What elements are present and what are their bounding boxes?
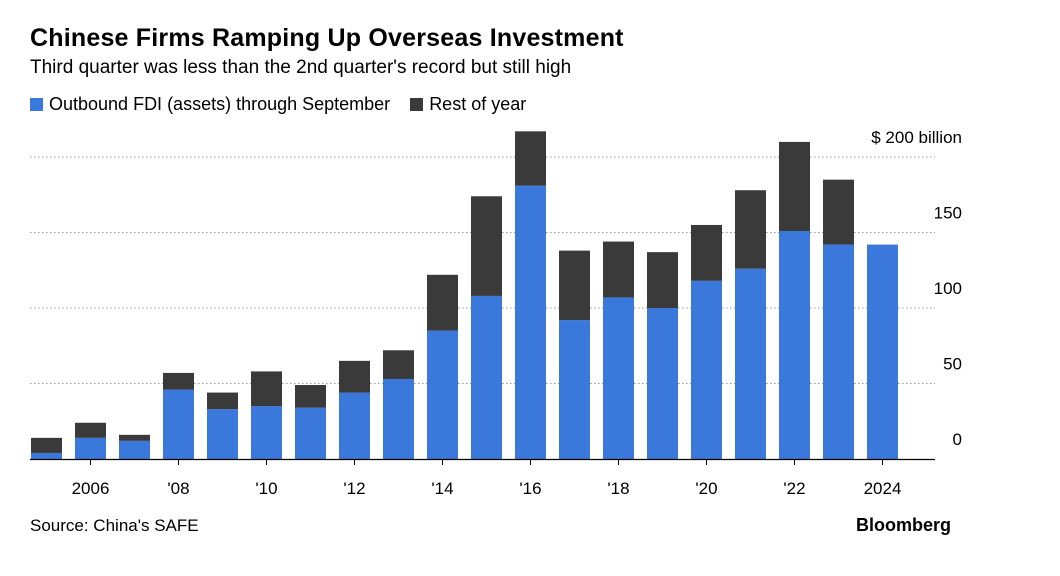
bar-through-september: [31, 452, 62, 459]
bar-rest-of-year: [471, 196, 502, 296]
bar-through-september: [823, 244, 854, 459]
bar-rest-of-year: [735, 190, 766, 269]
bar-rest-of-year: [251, 371, 282, 407]
bar-through-september: [779, 230, 810, 459]
bar-rest-of-year: [339, 360, 370, 393]
bar-rest-of-year: [823, 179, 854, 245]
chart-title: Chinese Firms Ramping Up Overseas Invest…: [30, 24, 624, 52]
bar-rest-of-year: [383, 350, 414, 379]
x-tick-label: '14: [431, 479, 453, 498]
x-tick-label: '18: [607, 479, 629, 498]
legend-swatch-blue: [30, 98, 43, 111]
bar-through-september: [339, 392, 370, 459]
legend-label-rest-of-year: Rest of year: [429, 94, 527, 114]
legend-label-through-september: Outbound FDI (assets) through September: [49, 94, 391, 114]
bar-through-september: [647, 308, 678, 459]
bar-rest-of-year: [75, 422, 106, 438]
y-tick-label: 150: [934, 204, 962, 223]
bar-through-september: [251, 406, 282, 459]
x-tick-label: '22: [783, 479, 805, 498]
bar-through-september: [207, 409, 238, 459]
chart-subtitle: Third quarter was less than the 2nd quar…: [30, 57, 572, 78]
legend: Outbound FDI (assets) through September …: [30, 94, 546, 115]
x-tick-label: '12: [343, 479, 365, 498]
bar-through-september: [163, 389, 194, 459]
bar-rest-of-year: [559, 250, 590, 321]
bar-through-september: [603, 297, 634, 459]
bar-through-september: [383, 378, 414, 459]
legend-swatch-dark: [410, 98, 424, 111]
bar-through-september: [559, 320, 590, 459]
bar-rest-of-year: [515, 131, 546, 186]
bar-through-september: [471, 295, 502, 459]
bar-rest-of-year: [295, 385, 326, 408]
y-tick-label: $ 200 billion: [871, 128, 962, 147]
x-tick-label: 2024: [864, 479, 902, 498]
legend-item-through-september: Outbound FDI (assets) through September: [30, 94, 390, 115]
x-tick-label: '20: [695, 479, 717, 498]
x-tick-label: '16: [519, 479, 541, 498]
bar-through-september: [427, 330, 458, 459]
bar-rest-of-year: [163, 372, 194, 390]
y-tick-label: 0: [953, 430, 962, 449]
x-tick-label: 2006: [72, 479, 110, 498]
bar-rest-of-year: [647, 252, 678, 308]
bar-through-september: [691, 280, 722, 459]
bar-through-september: [867, 244, 898, 459]
bar-through-september: [735, 268, 766, 459]
bar-rest-of-year: [427, 274, 458, 331]
bar-rest-of-year: [119, 434, 150, 441]
bar-through-september: [75, 437, 106, 459]
bar-rest-of-year: [31, 437, 62, 453]
bar-rest-of-year: [603, 241, 634, 298]
bar-rest-of-year: [207, 392, 238, 410]
legend-item-rest-of-year: Rest of year: [410, 94, 526, 115]
bar-through-september: [515, 185, 546, 459]
bar-rest-of-year: [779, 141, 810, 231]
y-tick-label: 100: [934, 279, 962, 298]
x-tick-label: '08: [167, 479, 189, 498]
source-note: Source: China's SAFE: [30, 516, 199, 535]
bar-through-september: [119, 440, 150, 459]
bloomberg-logo: Bloomberg: [856, 515, 952, 535]
y-tick-label: 50: [943, 355, 962, 374]
x-tick-label: '10: [255, 479, 277, 498]
bar-through-september: [295, 407, 326, 459]
bar-rest-of-year: [691, 224, 722, 281]
